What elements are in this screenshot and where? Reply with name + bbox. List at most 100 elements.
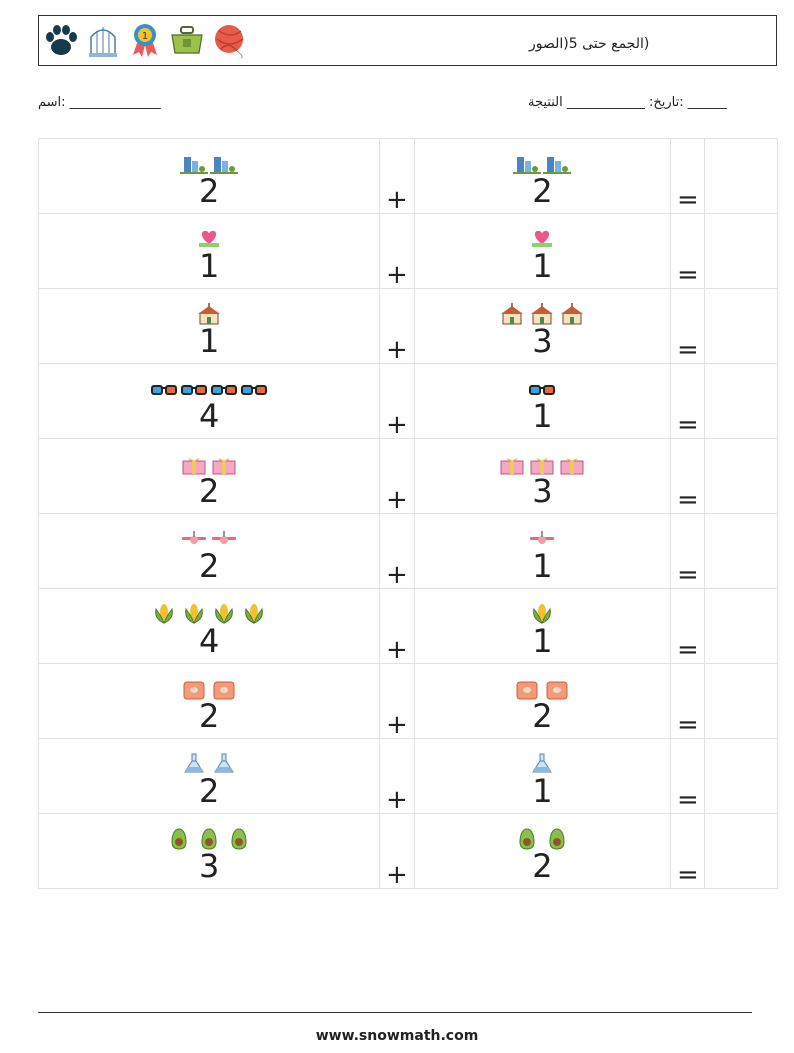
- avocado-icon: [171, 828, 187, 850]
- plus-sign: +: [379, 288, 415, 364]
- addend-number: 2: [532, 847, 553, 885]
- addend-cell: 3: [37, 813, 381, 889]
- corn-icon: [215, 604, 233, 625]
- addend-number: 3: [532, 472, 553, 510]
- answer-box[interactable]: [704, 288, 778, 364]
- addend-cell: 1: [37, 288, 381, 364]
- addend-number: 1: [198, 322, 220, 360]
- equals-sign: =: [670, 438, 706, 514]
- lab-flask-icon: [184, 753, 205, 773]
- birdcage-icon: [89, 27, 117, 57]
- 3d-glasses-icon: [529, 385, 556, 395]
- airplane-icon: [212, 531, 237, 544]
- answer-box[interactable]: [704, 513, 778, 589]
- picture-group: [415, 228, 671, 250]
- picture-group: [39, 303, 379, 325]
- avocado-icon: [231, 828, 247, 850]
- addend-number: 2: [198, 697, 220, 735]
- answer-box[interactable]: [704, 138, 778, 214]
- plus-sign: +: [379, 213, 415, 289]
- addend-number: 1: [198, 247, 220, 285]
- problem-row: 4 +1 =: [37, 588, 778, 664]
- problem-row: 1 +1 =: [37, 213, 778, 289]
- medal-icon: 1: [133, 24, 157, 57]
- plus-sign: +: [379, 513, 415, 589]
- airplane-icon: [530, 531, 555, 544]
- problem-row: 3 +2 =: [37, 813, 778, 889]
- answer-box[interactable]: [704, 438, 778, 514]
- answer-box[interactable]: [704, 213, 778, 289]
- picture-group: [415, 828, 671, 850]
- addend-cell: 4: [37, 363, 381, 439]
- addend-cell: 2: [413, 663, 672, 739]
- worksheet-header: 1 (الجمع حتى 5(الصور: [38, 15, 777, 66]
- equals-sign: =: [670, 138, 706, 214]
- addend-cell: 1: [37, 213, 381, 289]
- gift-box-icon: [212, 458, 236, 475]
- plus-sign: +: [379, 738, 415, 814]
- addend-cell: 2: [37, 513, 381, 589]
- avocado-icon: [201, 828, 217, 850]
- gift-box-icon: [530, 458, 554, 475]
- problem-row: 2 +2 =: [37, 663, 778, 739]
- picture-group: [39, 378, 379, 400]
- addend-cell: 1: [413, 738, 672, 814]
- picture-group: [415, 453, 671, 475]
- equals-sign: =: [670, 363, 706, 439]
- gift-box-icon: [560, 458, 584, 475]
- picture-group: [39, 153, 379, 175]
- avocado-icon: [549, 828, 565, 850]
- airplane-icon: [182, 531, 207, 544]
- equals-sign: =: [670, 288, 706, 364]
- addend-cell: 1: [413, 213, 672, 289]
- picture-group: [415, 753, 671, 775]
- answer-box[interactable]: [704, 738, 778, 814]
- seed-bag-icon: [183, 681, 205, 700]
- problem-row: 2 +3 =: [37, 438, 778, 514]
- addend-number: 1: [532, 547, 553, 585]
- addend-cell: 2: [413, 813, 672, 889]
- picture-group: [39, 753, 379, 775]
- answer-box[interactable]: [704, 663, 778, 739]
- corn-icon: [185, 604, 203, 625]
- picture-group: [39, 453, 379, 475]
- gift-box-icon: [500, 458, 524, 475]
- addend-cell: 2: [37, 438, 381, 514]
- heart-sign-icon: [532, 230, 553, 247]
- answer-box[interactable]: [704, 363, 778, 439]
- avocado-icon: [519, 828, 535, 850]
- addend-number: 2: [198, 172, 220, 210]
- addend-number: 1: [532, 247, 553, 285]
- toolbox-icon: [171, 26, 203, 54]
- date-score-line: ______ :تاريخ: ____________ النتيجة: [528, 95, 727, 110]
- svg-text:1: 1: [142, 31, 148, 42]
- picture-group: [39, 228, 379, 250]
- picture-group: [39, 528, 379, 550]
- yarn-ball-icon: [215, 25, 244, 59]
- addend-number: 2: [532, 172, 553, 210]
- office-buildings-icon: [543, 157, 572, 174]
- addend-number: 2: [532, 697, 553, 735]
- answer-box[interactable]: [704, 588, 778, 664]
- picture-group: [415, 603, 671, 625]
- paw-icon: [46, 25, 77, 55]
- plus-sign: +: [379, 438, 415, 514]
- picture-group: [39, 603, 379, 625]
- church-icon: [531, 303, 554, 325]
- problem-row: 4 +1 =: [37, 363, 778, 439]
- answer-box[interactable]: [704, 813, 778, 889]
- footer-url: www.snowmath.com: [315, 1028, 479, 1044]
- picture-group: [39, 678, 379, 700]
- footer-divider: [38, 1012, 752, 1013]
- addend-number: 1: [532, 397, 553, 435]
- equals-sign: =: [670, 213, 706, 289]
- plus-sign: +: [379, 663, 415, 739]
- addend-cell: 1: [413, 588, 672, 664]
- addend-number: 1: [532, 772, 553, 810]
- seed-bag-icon: [546, 681, 568, 700]
- picture-group: [415, 528, 671, 550]
- corn-icon: [245, 604, 263, 625]
- addend-cell: 2: [37, 738, 381, 814]
- church-icon: [198, 303, 221, 325]
- addend-number: 4: [198, 397, 220, 435]
